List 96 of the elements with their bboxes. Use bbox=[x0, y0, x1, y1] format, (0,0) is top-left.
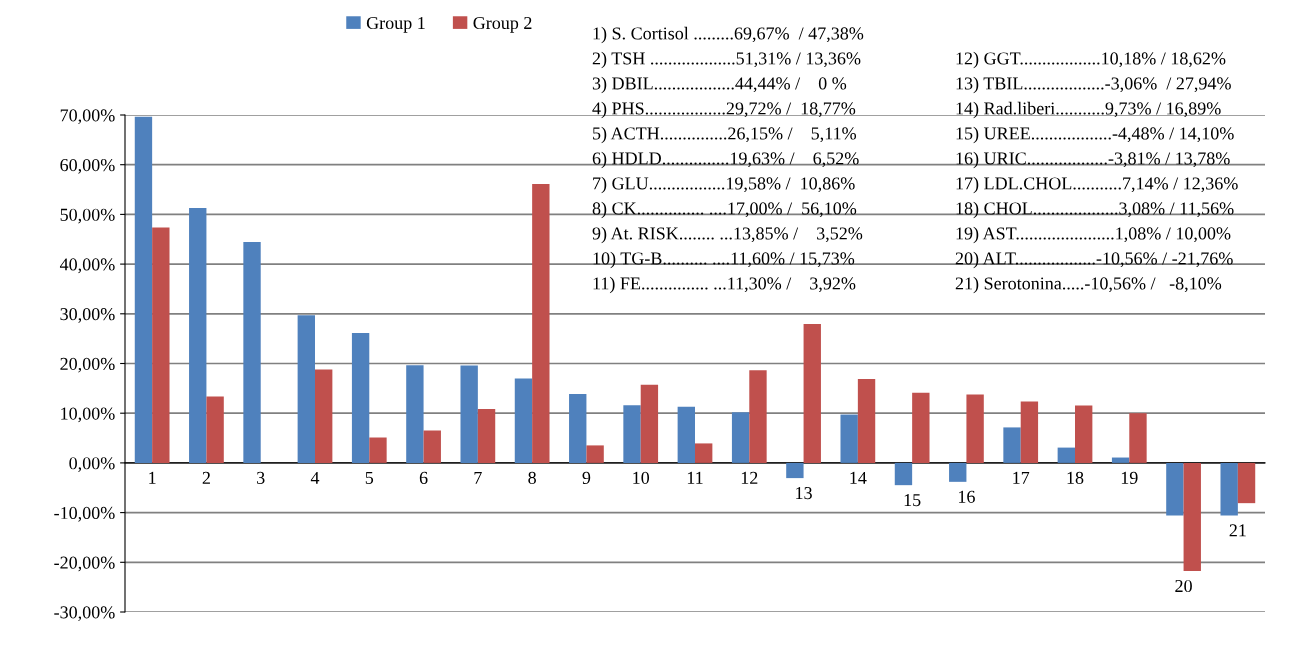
bar bbox=[640, 384, 659, 463]
annotation: 16) URIC..................-3,81% / 13,78% bbox=[956, 151, 1230, 169]
x-tick-label: 10 bbox=[633, 471, 650, 484]
bar bbox=[514, 378, 533, 463]
x-tick-label: 14 bbox=[850, 471, 867, 484]
bar bbox=[134, 116, 153, 463]
bar bbox=[152, 227, 170, 463]
bar bbox=[786, 462, 804, 479]
bar bbox=[586, 445, 604, 463]
bar bbox=[966, 394, 984, 463]
y-tick-label: 50,00% bbox=[60, 208, 115, 224]
x-tick-label: 8 bbox=[528, 471, 536, 484]
x-tick-label: 1 bbox=[149, 471, 156, 484]
x-tick-label: 18 bbox=[1067, 471, 1084, 484]
x-tick-label: 16 bbox=[958, 490, 975, 503]
annotation: 9) At. RISK........ ...13,85% / 3,52% bbox=[592, 226, 863, 244]
annotation: 11) FE............... ...11,30% / 3,92% bbox=[593, 276, 856, 294]
x-tick-label: 13 bbox=[796, 487, 812, 500]
bar bbox=[1020, 401, 1039, 463]
bar bbox=[406, 365, 424, 463]
bar bbox=[1003, 427, 1021, 463]
annotation: 20) ALT..................-10,56% / -21,76% bbox=[955, 251, 1233, 269]
x-tick-label: 11 bbox=[687, 471, 703, 484]
bar bbox=[695, 443, 713, 463]
text: 1) S. Cortisol .........69,67% / 47,38% bbox=[593, 26, 864, 44]
x-tick-label: 20 bbox=[1175, 579, 1192, 593]
bar bbox=[243, 242, 261, 463]
bar bbox=[1237, 462, 1256, 504]
y-tick-label: 10,00% bbox=[61, 407, 115, 423]
x-tick-label: 15 bbox=[904, 494, 921, 507]
annotation: 21) Serotonina.....-10,56% / -8,10% bbox=[955, 276, 1222, 294]
x-tick-label: 6 bbox=[419, 471, 428, 484]
y-tick-label: -30,00% bbox=[54, 606, 115, 622]
bar bbox=[749, 370, 767, 463]
bar bbox=[369, 437, 387, 463]
y-tick-label: -20,00% bbox=[54, 556, 115, 572]
y-tick-label: 40,00% bbox=[59, 258, 115, 274]
bar bbox=[297, 315, 315, 463]
bar bbox=[1057, 447, 1075, 463]
text: 13) TBIL..................-3,06% / 27,94% bbox=[956, 76, 1231, 94]
text: 12) GGT..................10,18% / 18,62% bbox=[956, 51, 1226, 69]
annotation: 14) Rad.liberi...........9,73% / 16,89% bbox=[956, 101, 1221, 119]
annotation: 19) AST......................1,08% / 10,00% bbox=[956, 226, 1231, 244]
x-tick-label: 21 bbox=[1229, 524, 1246, 537]
annotation: 8) CK............... ....17,00% / 56,10% bbox=[592, 201, 857, 219]
annotation: 17) LDL.CHOL...........7,14% / 12,36% bbox=[956, 176, 1238, 194]
bar bbox=[857, 378, 876, 463]
bar bbox=[423, 430, 441, 463]
y-tick-label: 30,00% bbox=[60, 308, 115, 323]
x-tick-label: 7 bbox=[474, 471, 482, 484]
bar bbox=[315, 369, 333, 463]
bar bbox=[677, 406, 695, 463]
bar bbox=[803, 324, 821, 463]
x-tick-label: 4 bbox=[310, 471, 320, 484]
x-tick-label: 3 bbox=[257, 471, 265, 484]
annotation: 6) HDLD...............19,63% / 6,52% bbox=[592, 151, 859, 169]
bar bbox=[840, 414, 858, 463]
annotation: 10) TG-B.......... ....11,60% / 15,73% bbox=[593, 251, 855, 269]
x-tick-label: 17 bbox=[1013, 471, 1030, 484]
y-tick-label: 20,00% bbox=[60, 357, 115, 373]
annotation: 5) ACTH...............26,15% / 5,11% bbox=[593, 126, 857, 144]
annotation: 18) CHOL...................3,08% / 11,56% bbox=[956, 201, 1234, 219]
bar bbox=[731, 412, 750, 463]
bar bbox=[1111, 457, 1130, 463]
bar bbox=[912, 392, 930, 463]
y-tick-label: 0,00% bbox=[69, 457, 115, 472]
legend-label: Group 1 bbox=[366, 16, 425, 33]
annotation: 7) GLU.................19,58% / 10,86% bbox=[593, 176, 855, 194]
x-tick-label: 2 bbox=[202, 471, 210, 484]
bar bbox=[351, 332, 370, 463]
bar bbox=[623, 405, 641, 463]
text: 2) TSH ...................51,31% / 13,36% bbox=[592, 51, 861, 69]
bar bbox=[949, 462, 967, 482]
annotation: 15) UREE..................-4,48% / 14,10% bbox=[956, 126, 1234, 144]
bar bbox=[1075, 405, 1093, 463]
bar bbox=[532, 184, 550, 463]
bar bbox=[894, 462, 913, 486]
bar bbox=[206, 396, 224, 463]
annotation: 4) PHS..................29,72% / 18,77% bbox=[592, 101, 856, 119]
y-tick-label: -10,00% bbox=[54, 506, 115, 522]
bar bbox=[1183, 462, 1201, 572]
x-tick-label: 9 bbox=[582, 471, 591, 484]
bar bbox=[1220, 462, 1238, 516]
y-tick-label: 60,00% bbox=[60, 158, 115, 174]
text: 3) DBIL..................44,44% / 0 % bbox=[592, 76, 847, 94]
bar bbox=[189, 207, 207, 463]
x-tick-label: 19 bbox=[1121, 471, 1138, 484]
y-tick-label: 70,00% bbox=[60, 109, 115, 125]
x-tick-label: 5 bbox=[365, 471, 374, 484]
bar bbox=[460, 365, 478, 463]
x-tick-label: 12 bbox=[741, 471, 758, 484]
legend-label: Group 2 bbox=[473, 16, 532, 33]
bar bbox=[1129, 413, 1147, 463]
bar bbox=[477, 408, 496, 463]
bar bbox=[1166, 462, 1184, 516]
bar bbox=[569, 394, 587, 463]
